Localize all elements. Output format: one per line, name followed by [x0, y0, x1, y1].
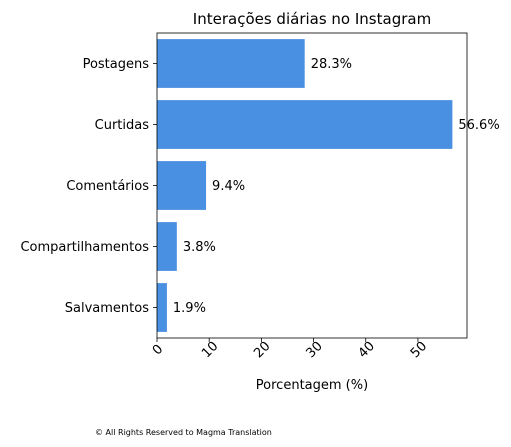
x-tick-label: 30: [303, 339, 325, 361]
copyright-footer: © All Rights Reserved to Magma Translati…: [95, 428, 272, 437]
bar: [157, 222, 177, 271]
data-label: 3.8%: [183, 240, 216, 255]
y-tick-label: Salvamentos: [65, 301, 149, 316]
plot-area: Postagens 28.3% Curtidas 56.6% Comentários 9.…: [20, 32, 500, 361]
x-tick-label: 50: [408, 339, 430, 361]
x-tick-label: 0: [150, 342, 166, 358]
x-axis-label: Porcentagem (%): [256, 378, 368, 393]
bar: [157, 283, 167, 332]
data-label: 1.9%: [173, 301, 206, 316]
x-tick-label: 40: [356, 339, 378, 361]
bar: [157, 161, 207, 210]
y-tick-label: Curtidas: [95, 118, 150, 133]
bar: [157, 100, 453, 149]
y-tick-label: Postagens: [83, 57, 150, 72]
bar: [157, 39, 305, 88]
y-tick-label: Compartilhamentos: [20, 240, 149, 255]
data-label: 28.3%: [311, 57, 352, 72]
data-label: 9.4%: [212, 179, 245, 194]
x-tick-label: 20: [251, 339, 273, 361]
chart-title: Interações diárias no Instagram: [193, 10, 431, 28]
x-tick-label: 10: [199, 339, 221, 361]
data-label: 56.6%: [458, 118, 499, 133]
y-tick-label: Comentários: [66, 179, 149, 194]
axes-frame: [156, 32, 468, 339]
